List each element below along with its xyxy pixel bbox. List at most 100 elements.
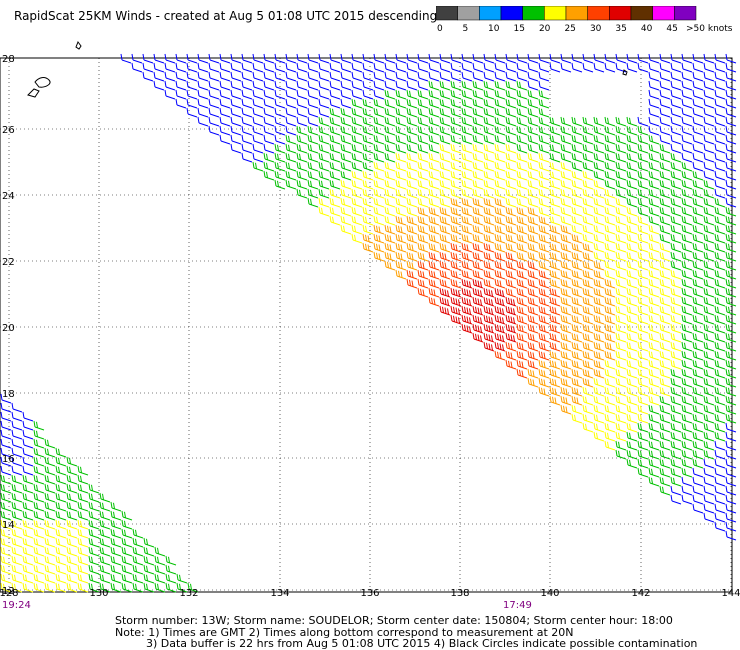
wind-barb — [241, 98, 253, 109]
wind-barb — [494, 170, 506, 181]
wind-barb — [428, 170, 440, 181]
wind-barb — [703, 206, 715, 217]
wind-barb — [340, 80, 352, 91]
wind-barb — [428, 53, 440, 64]
wind-barb — [66, 582, 78, 593]
wind-barb — [296, 152, 308, 163]
wind-barb — [527, 107, 539, 118]
wind-barb — [692, 494, 704, 505]
wind-barb — [560, 341, 572, 352]
wind-barb — [33, 519, 45, 530]
wind-barb — [670, 440, 682, 451]
wind-barb — [560, 368, 572, 379]
wind-barb — [659, 188, 671, 199]
wind-barb — [604, 53, 616, 64]
wind-barb — [439, 305, 451, 316]
wind-barb — [527, 359, 539, 370]
wind-barb — [11, 474, 23, 485]
wind-barb — [593, 413, 605, 424]
wind-barb — [648, 197, 660, 208]
wind-barb — [692, 422, 704, 433]
wind-barb — [681, 107, 693, 118]
wind-barb — [648, 143, 660, 154]
wind-barb — [318, 53, 330, 64]
wind-barb — [703, 224, 715, 235]
wind-barb — [296, 179, 308, 190]
wind-barb — [560, 143, 572, 154]
wind-barb — [615, 269, 627, 280]
wind-barb — [527, 71, 539, 82]
wind-barb — [340, 197, 352, 208]
wind-barb — [154, 582, 166, 593]
wind-barb — [692, 80, 704, 91]
wind-barb — [439, 206, 451, 217]
wind-barb — [285, 89, 297, 100]
wind-barb — [615, 368, 627, 379]
wind-barb — [681, 476, 693, 487]
wind-barb — [615, 431, 627, 442]
wind-barb — [483, 332, 495, 343]
wind-barb — [362, 215, 374, 226]
wind-barb — [77, 465, 89, 476]
wind-barb — [483, 314, 495, 325]
wind-barb — [494, 314, 506, 325]
wind-barb — [110, 501, 122, 512]
wind-barb — [99, 510, 111, 521]
wind-speed-color-scale: 0 5 10 15 20 25 30 35 40 45 >50 knots — [436, 6, 733, 34]
wind-barb — [571, 377, 583, 388]
wind-barb — [604, 377, 616, 388]
wind-barb — [472, 242, 484, 253]
wind-barb — [22, 519, 34, 530]
wind-barb — [494, 89, 506, 100]
wind-barb — [395, 71, 407, 82]
wind-barb — [329, 98, 341, 109]
wind-barb — [307, 98, 319, 109]
wind-barb — [33, 528, 45, 539]
wind-barb — [252, 143, 264, 154]
wind-barb — [604, 251, 616, 262]
wind-barb — [692, 197, 704, 208]
wind-barb — [285, 53, 297, 64]
wind-barb — [483, 242, 495, 253]
wind-barb — [725, 494, 737, 505]
wind-barb — [461, 143, 473, 154]
wind-barb — [241, 80, 253, 91]
wind-barb — [626, 431, 638, 442]
wind-barb — [582, 188, 594, 199]
wind-barb — [439, 233, 451, 244]
wind-barb — [670, 206, 682, 217]
wind-barb — [285, 107, 297, 118]
wind-barb — [659, 467, 671, 478]
wind-barb — [692, 440, 704, 451]
wind-barb — [252, 89, 264, 100]
wind-barb — [692, 368, 704, 379]
wind-barb — [428, 107, 440, 118]
wind-barb — [549, 242, 561, 253]
wind-barb — [604, 152, 616, 163]
wind-barb — [681, 116, 693, 127]
wind-barb — [692, 449, 704, 460]
wind-barb — [132, 528, 144, 539]
wind-barb — [714, 170, 726, 181]
wind-barb — [483, 80, 495, 91]
wind-barb — [626, 386, 638, 397]
wind-barb — [538, 260, 550, 271]
wind-barb — [604, 278, 616, 289]
wind-barb — [659, 359, 671, 370]
wind-barb — [11, 510, 23, 521]
wind-barb — [725, 386, 737, 397]
wind-barb — [549, 314, 561, 325]
wind-barb — [538, 89, 550, 100]
wind-barb — [88, 483, 100, 494]
wind-barb — [351, 206, 363, 217]
wind-barb — [538, 53, 550, 64]
wind-barb — [11, 519, 23, 530]
wind-barb — [296, 161, 308, 172]
wind-barb — [44, 573, 56, 584]
wind-barb — [55, 573, 67, 584]
wind-barb — [670, 296, 682, 307]
wind-barb — [66, 573, 78, 584]
wind-barb — [131, 62, 143, 73]
wind-barb — [307, 152, 319, 163]
wind-barb — [494, 278, 506, 289]
